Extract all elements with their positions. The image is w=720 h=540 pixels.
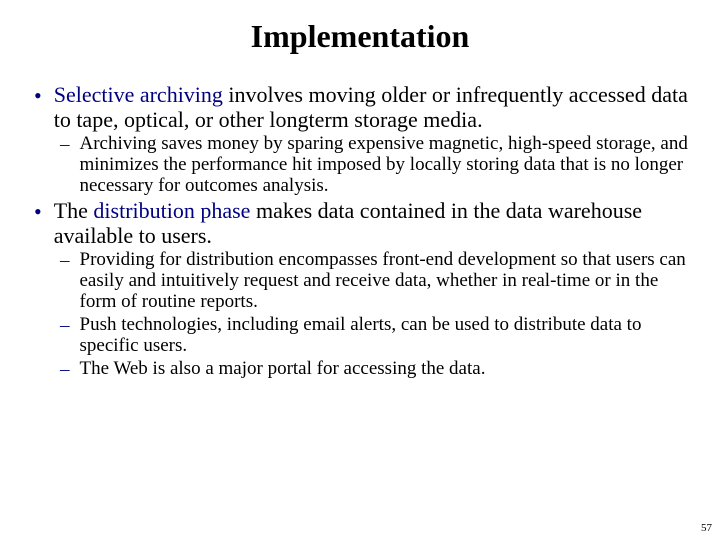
bullet-level-1: • The distribution phase makes data conta… [26,199,694,248]
bullet-text: The distribution phase makes data contai… [54,199,694,248]
bullet-text: Archiving saves money by sparing expensi… [80,134,695,197]
bullet-marker: – [60,315,70,336]
bullet-marker: • [34,83,42,108]
bullet-marker: – [60,134,70,155]
slide-title: Implementation [0,18,720,55]
bullet-text: The Web is also a major portal for acces… [80,359,695,380]
page-number: 57 [701,522,712,534]
bullet-level-2: –Archiving saves money by sparing expens… [60,134,694,197]
bullet-level-2: –Push technologies, including email aler… [60,315,694,357]
bullet-text-segment: Archiving saves money by sparing expensi… [80,133,688,196]
bullet-text: Selective archiving involves moving olde… [54,83,694,132]
highlighted-term: distribution phase [93,198,250,223]
bullet-marker: – [60,359,70,380]
bullet-level-2: –Providing for distribution encompasses … [60,250,694,313]
bullet-text-segment: The [54,198,94,223]
slide: Implementation • Selective archiving invo… [0,0,720,540]
slide-content: • Selective archiving involves moving old… [0,83,720,380]
bullet-text-segment: Providing for distribution encompasses f… [80,249,686,312]
highlighted-term: Selective archiving [54,82,223,107]
bullet-level-2: –The Web is also a major portal for acce… [60,359,694,380]
bullet-text: Providing for distribution encompasses f… [80,250,695,313]
bullet-marker: – [60,250,70,271]
bullet-level-1: • Selective archiving involves moving old… [26,83,694,132]
bullet-text-segment: Push technologies, including email alert… [80,314,642,356]
bullet-text-segment: The Web is also a major portal for acces… [80,358,486,379]
bullet-text: Push technologies, including email alert… [80,315,695,357]
bullet-marker: • [34,199,42,224]
